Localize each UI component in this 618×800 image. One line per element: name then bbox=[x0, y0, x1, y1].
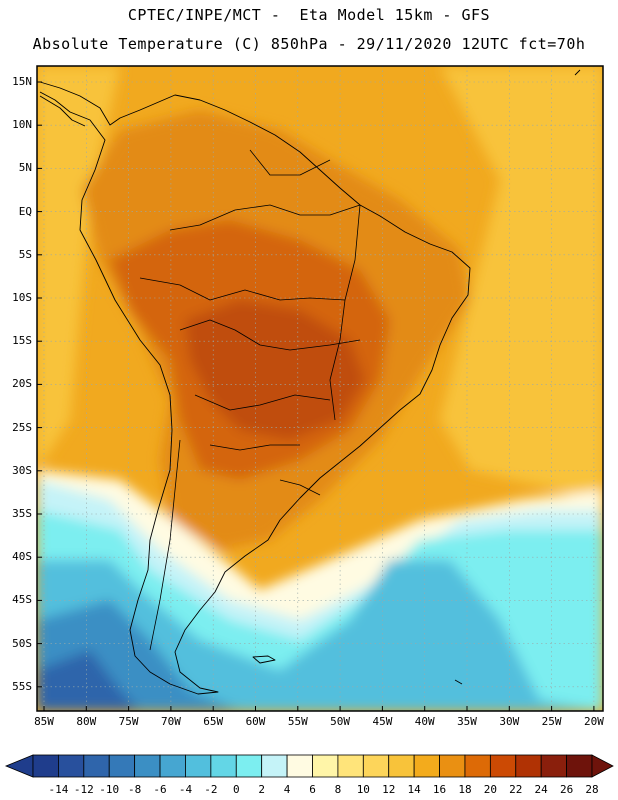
lat-label: 55S bbox=[12, 679, 32, 693]
colorbar-swatch bbox=[134, 754, 161, 778]
colorbar-label: -14 bbox=[48, 783, 69, 796]
lon-label: 40W bbox=[414, 715, 435, 728]
colorbar-label: -8 bbox=[128, 783, 142, 796]
lat-label: 35S bbox=[12, 507, 32, 520]
colorbar-swatch bbox=[312, 754, 339, 778]
lat-label: 20S bbox=[12, 377, 32, 391]
lat-label: 5N bbox=[18, 161, 32, 175]
lon-label: 65W bbox=[203, 715, 224, 728]
colorbar-swatch bbox=[83, 754, 110, 778]
lon-label: 35W bbox=[457, 715, 477, 728]
colorbar-max-arrow bbox=[591, 754, 614, 778]
colorbar-swatch bbox=[540, 754, 567, 778]
colorbar-label: 14 bbox=[407, 783, 421, 796]
colorbar-swatch bbox=[261, 754, 288, 778]
colorbar-label: -12 bbox=[73, 783, 94, 796]
title-line-1: CPTEC/INPE/MCT - Eta Model 15km - GFS bbox=[127, 6, 491, 24]
colorbar-label: 26 bbox=[559, 783, 574, 796]
title-line-2: Absolute Temperature (C) 850hPa - 29/11/… bbox=[32, 35, 586, 53]
colorbar-swatch bbox=[439, 754, 466, 778]
colorbar-label: 0 bbox=[232, 783, 240, 796]
colorbar-label: 6 bbox=[309, 783, 316, 796]
colorbar-swatch bbox=[286, 754, 313, 778]
colorbar-label: 28 bbox=[585, 783, 599, 796]
lat-label: 25S bbox=[12, 420, 32, 434]
lon-label: 30W bbox=[499, 715, 520, 728]
colorbar-swatch bbox=[58, 754, 85, 778]
colorbar-swatch bbox=[337, 754, 364, 778]
lon-label: 20W bbox=[583, 715, 604, 728]
lon-label: 55W bbox=[287, 715, 308, 728]
colorbar-swatch bbox=[413, 754, 440, 778]
lat-label: 10S bbox=[12, 291, 32, 304]
lon-label: 25W bbox=[541, 715, 562, 728]
lon-label: 60W bbox=[245, 715, 266, 728]
colorbar-swatch bbox=[32, 754, 59, 778]
colorbar-label: 8 bbox=[334, 783, 342, 796]
lat-label: EQ bbox=[18, 204, 32, 218]
lat-label: 10N bbox=[12, 118, 32, 132]
colorbar-swatch bbox=[566, 754, 593, 778]
colorbar-swatch bbox=[210, 754, 237, 778]
colorbar-swatch bbox=[515, 754, 542, 778]
lon-label: 50W bbox=[330, 715, 351, 728]
colorbar-label: 10 bbox=[356, 783, 370, 796]
colorbar-swatch bbox=[159, 754, 186, 778]
colorbar bbox=[4, 754, 614, 778]
colorbar-label: -6 bbox=[153, 783, 167, 796]
lon-label: 70W bbox=[160, 715, 181, 728]
colorbar-swatch bbox=[235, 754, 263, 778]
lon-label: 45W bbox=[372, 715, 393, 728]
temperature-field bbox=[37, 66, 603, 711]
colorbar-label: 18 bbox=[458, 783, 472, 796]
colorbar-swatch bbox=[108, 754, 136, 778]
colorbar-label: 2 bbox=[258, 783, 265, 796]
lon-label: 80W bbox=[76, 715, 97, 728]
colorbar-label: -2 bbox=[204, 783, 218, 796]
colorbar-label: 20 bbox=[483, 783, 497, 796]
lat-label: 5S bbox=[18, 247, 32, 261]
map-frame bbox=[36, 65, 604, 712]
colorbar-label: 12 bbox=[382, 783, 396, 796]
colorbar-swatch bbox=[362, 754, 390, 778]
colorbar-label: 4 bbox=[283, 783, 291, 796]
lon-label: 85W bbox=[34, 715, 54, 728]
lat-label: 30S bbox=[12, 463, 32, 477]
lat-label: 15N bbox=[12, 75, 32, 88]
colorbar-swatch bbox=[185, 754, 212, 778]
colorbar-min-arrow bbox=[4, 754, 34, 778]
lat-label: 45S bbox=[12, 593, 32, 607]
lat-label: 15S bbox=[12, 334, 32, 348]
lat-label: 50S bbox=[12, 636, 32, 650]
colorbar-label: 22 bbox=[509, 783, 523, 796]
colorbar-swatch bbox=[388, 754, 415, 778]
colorbar-label: -4 bbox=[178, 783, 193, 796]
country-borders bbox=[139, 149, 361, 651]
colorbar-swatch bbox=[489, 754, 517, 778]
lon-label: 75W bbox=[118, 715, 139, 728]
colorbar-label: 24 bbox=[534, 783, 548, 796]
lat-label: 40S bbox=[12, 550, 32, 564]
colorbar-swatch bbox=[464, 754, 491, 778]
coastlines bbox=[39, 69, 581, 695]
colorbar-label: 16 bbox=[432, 783, 447, 796]
colorbar-label: -10 bbox=[99, 783, 120, 796]
